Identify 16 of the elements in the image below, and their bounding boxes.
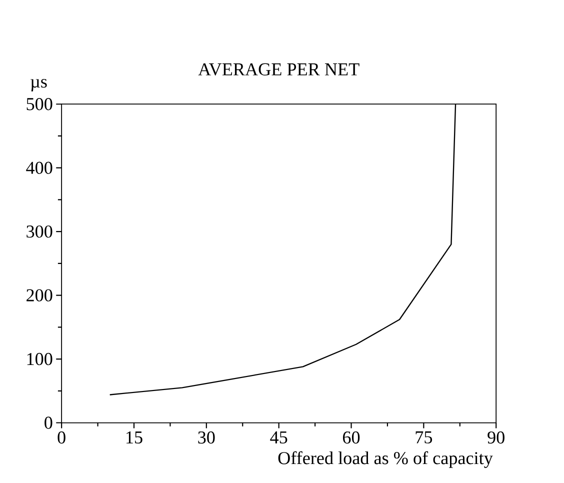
y-tick-label: 0 — [44, 416, 52, 430]
y-tick-label: 100 — [27, 353, 52, 366]
y-tick-label: 300 — [26, 226, 52, 238]
x-axis-title: Offered load as % of capacity — [278, 452, 493, 468]
y-tick-label: 400 — [26, 162, 52, 174]
x-tick-label: 60 — [342, 432, 360, 444]
x-tick-label: 15 — [126, 432, 142, 444]
x-tick-label: 0 — [58, 432, 66, 444]
y-axis-title: µs — [30, 79, 47, 92]
x-tick-label: 90 — [488, 432, 504, 444]
x-tick-label: 30 — [198, 432, 215, 444]
x-tick-label: 75 — [416, 432, 432, 444]
chart-title: AVERAGE PER NET — [198, 64, 360, 76]
y-tick-label: 500 — [26, 98, 52, 110]
y-tick-label: 200 — [26, 289, 52, 302]
x-tick-label: 45 — [270, 432, 288, 444]
